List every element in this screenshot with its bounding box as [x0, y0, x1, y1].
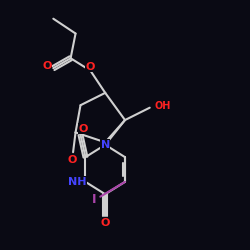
- Text: O: O: [86, 62, 95, 72]
- Text: I: I: [92, 193, 96, 206]
- Text: NH: NH: [68, 177, 86, 187]
- Text: O: O: [67, 154, 76, 164]
- Text: O: O: [42, 61, 52, 71]
- Text: OH: OH: [155, 102, 171, 112]
- Text: N: N: [100, 140, 110, 150]
- Text: O: O: [78, 124, 88, 134]
- Text: O: O: [100, 218, 110, 228]
